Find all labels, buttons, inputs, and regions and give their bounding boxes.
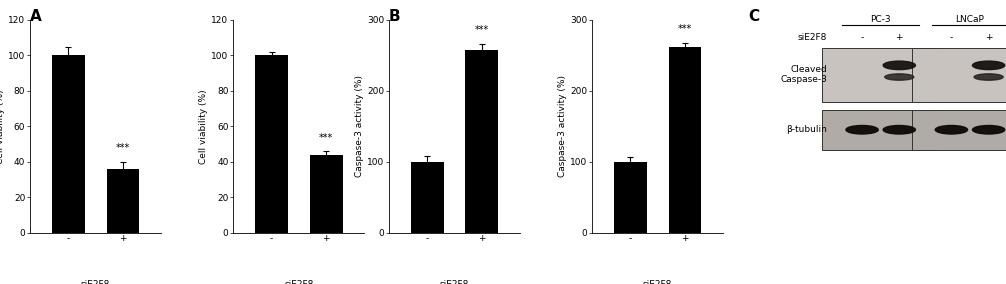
Text: ***: ***: [116, 143, 130, 153]
Text: ***: ***: [319, 133, 333, 143]
Ellipse shape: [974, 74, 1003, 80]
Text: ***: ***: [475, 26, 489, 36]
Bar: [52, 55, 85, 233]
Ellipse shape: [973, 126, 1005, 134]
Y-axis label: Cell viability (%): Cell viability (%): [0, 89, 5, 164]
Text: Cleaved: Cleaved: [791, 65, 827, 74]
Ellipse shape: [883, 126, 915, 134]
Text: +: +: [895, 33, 903, 42]
Bar: [669, 47, 701, 233]
Ellipse shape: [973, 61, 1005, 70]
Text: +: +: [985, 33, 992, 42]
Text: B: B: [389, 9, 400, 24]
Y-axis label: Caspase-3 activity (%): Caspase-3 activity (%): [558, 75, 567, 178]
Bar: [614, 162, 647, 233]
Bar: [410, 162, 444, 233]
Bar: [911, 110, 1006, 150]
Text: ***: ***: [678, 24, 692, 34]
Y-axis label: Caspase-3 activity (%): Caspase-3 activity (%): [355, 75, 364, 178]
Ellipse shape: [884, 74, 913, 80]
Ellipse shape: [846, 126, 878, 134]
Bar: [256, 55, 288, 233]
Text: siE2F8: siE2F8: [81, 280, 111, 284]
Text: C: C: [747, 9, 759, 24]
Text: PC-3: PC-3: [870, 15, 891, 24]
Y-axis label: Cell viability (%): Cell viability (%): [199, 89, 208, 164]
Bar: [822, 110, 939, 150]
Text: siE2F8: siE2F8: [798, 33, 827, 42]
Ellipse shape: [883, 61, 915, 70]
Text: LNCaP: LNCaP: [956, 15, 985, 24]
Text: siE2F8: siE2F8: [643, 280, 672, 284]
Text: A: A: [30, 9, 42, 24]
Text: -: -: [950, 33, 953, 42]
Text: siE2F8: siE2F8: [284, 280, 314, 284]
Bar: [911, 48, 1006, 102]
Text: -: -: [860, 33, 864, 42]
Ellipse shape: [936, 126, 968, 134]
Bar: [107, 169, 140, 233]
Bar: [822, 48, 939, 102]
Bar: [310, 155, 343, 233]
Text: siE2F8: siE2F8: [440, 280, 469, 284]
Bar: [466, 50, 498, 233]
Text: Caspase-3: Caspase-3: [781, 75, 827, 84]
Text: β-tubulin: β-tubulin: [787, 125, 827, 134]
